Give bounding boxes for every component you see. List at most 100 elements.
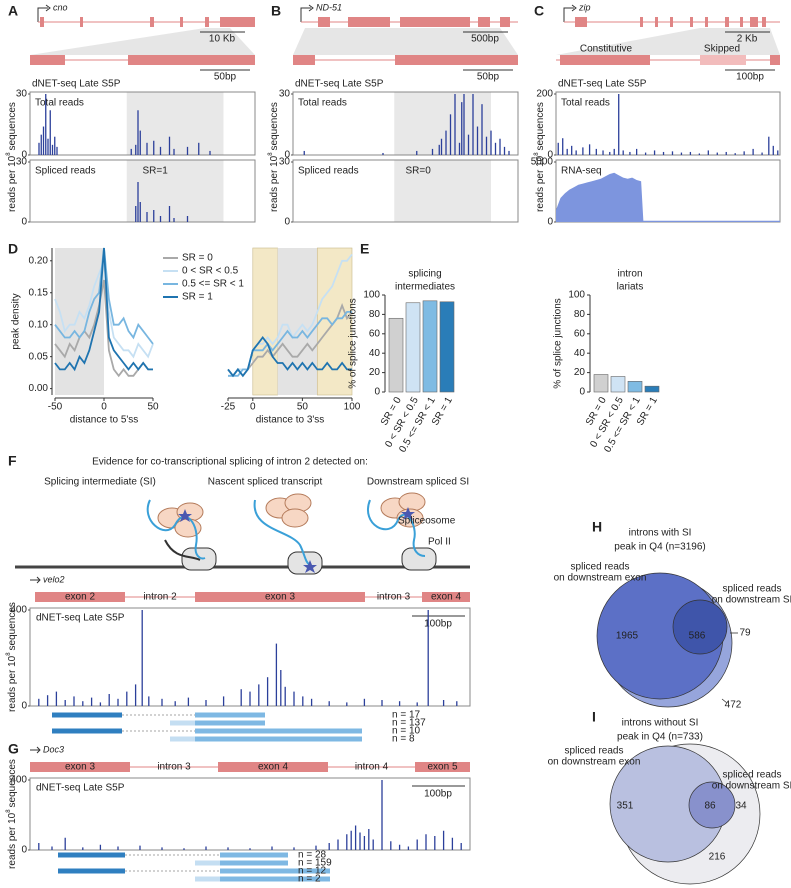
y-axis-label-text: reads per 10 <box>535 155 546 212</box>
zoom-wedge <box>30 28 255 55</box>
exon <box>400 17 470 27</box>
track-frame <box>292 159 519 223</box>
rna <box>253 499 311 566</box>
y-tick-label: 30 <box>279 157 291 168</box>
gene-name: cno <box>53 2 68 12</box>
cartoon-downstream <box>367 492 437 571</box>
zoom-wedge <box>556 28 780 55</box>
panel-letter: E <box>360 241 369 257</box>
track-title: dNET-seq Late S5P <box>32 79 121 90</box>
venn-count: 216 <box>709 852 726 863</box>
density-line <box>227 336 352 378</box>
scale-label: 10 Kb <box>209 34 236 45</box>
x-tick-label: -50 <box>48 402 63 413</box>
y-axis-label-exponent: 8 <box>6 652 12 656</box>
tss-arrow <box>30 746 41 754</box>
y-tick-label: 100 <box>568 290 585 301</box>
y-tick-label: 0 <box>21 217 27 228</box>
feature-label: exon 4 <box>431 592 461 603</box>
bar <box>593 374 609 393</box>
y-tick-label: 20 <box>369 367 381 378</box>
venn-label: spliced reads <box>723 584 782 595</box>
y-tick-label: 0 <box>374 387 380 398</box>
venn-label: on downstream SI <box>712 595 791 606</box>
venn-circle <box>688 781 736 829</box>
zoom-exon <box>395 55 518 65</box>
read <box>52 712 122 718</box>
exon-label: Skipped <box>704 44 740 55</box>
star <box>401 507 415 520</box>
read-count: n = 10 <box>392 726 421 737</box>
panel-letter: H <box>592 519 602 535</box>
y-axis-label: reads per 108 sequences <box>6 102 18 212</box>
read-count: n = 12 <box>298 866 327 877</box>
y-axis-label: reads per 108 sequences <box>6 602 18 712</box>
exon <box>690 17 693 27</box>
y-axis-title: % of splice junctions <box>348 298 359 389</box>
venn-count: 1965 <box>616 631 639 642</box>
venn-count: 34 <box>735 801 747 812</box>
shaded-region <box>394 160 491 222</box>
y-tick-label: 0.00 <box>29 383 49 394</box>
zoom-exon <box>30 55 65 65</box>
feature-label: intron 3 <box>377 592 411 603</box>
y-tick-label: 400 <box>10 775 27 786</box>
cartoon-si <box>146 499 217 571</box>
star <box>303 560 317 573</box>
read <box>195 712 265 718</box>
exon <box>348 17 390 27</box>
read <box>58 852 125 858</box>
feature-label: exon 4 <box>258 762 288 773</box>
panel-title: introns without SI <box>622 718 699 729</box>
gene-name: velo2 <box>43 574 65 584</box>
y-tick-label: 0.15 <box>29 287 49 298</box>
scale-label: 500bp <box>471 34 499 45</box>
y-tick-label: 20 <box>574 367 586 378</box>
read <box>195 860 220 866</box>
feature-label: intron 3 <box>157 762 191 773</box>
spliceosome-shape <box>398 492 426 512</box>
venn-label: spliced reads <box>723 770 782 781</box>
y-tick-label: 0.05 <box>29 351 49 362</box>
chart-title: intermediates <box>395 282 455 293</box>
exon <box>575 17 587 27</box>
y-axis-label-exponent: 8 <box>268 152 274 156</box>
bar <box>422 300 438 393</box>
legend-label: SR = 1 <box>182 292 213 303</box>
shaded-region <box>277 248 318 395</box>
venn-circle <box>672 599 728 655</box>
exon <box>150 17 154 27</box>
track-label: Total reads <box>298 98 347 109</box>
y-tick-label: 0 <box>547 217 553 228</box>
exon <box>500 17 510 27</box>
schematic-label: Pol II <box>428 537 451 548</box>
x-tick-label: 0 <box>101 402 107 413</box>
read <box>195 728 362 734</box>
area <box>556 172 780 222</box>
y-tick-label: 0 <box>547 150 553 161</box>
track-frame <box>555 91 781 156</box>
feature-label: intron 4 <box>355 762 389 773</box>
read <box>170 736 195 742</box>
leader-line <box>721 698 728 704</box>
read <box>58 868 125 874</box>
scale-label: 100bp <box>736 72 764 83</box>
y-axis-label-suffix: sequences <box>7 759 18 807</box>
venn-count: 86 <box>704 801 716 812</box>
exon <box>195 592 365 602</box>
exon <box>725 17 729 27</box>
exon <box>80 17 83 27</box>
venn-count: 472 <box>725 700 742 711</box>
bar <box>610 376 626 393</box>
panel-letter: I <box>592 709 596 725</box>
track-annotation: SR=0 <box>406 166 432 177</box>
tss-arrowhead <box>308 4 314 12</box>
track-frame <box>292 91 519 156</box>
exon <box>750 17 758 27</box>
scale-label: 100bp <box>424 619 452 630</box>
venn-label: on downstream exon <box>554 573 647 584</box>
track-frame <box>29 159 256 223</box>
venn-count: 79 <box>739 628 751 639</box>
feature-label: intron 2 <box>143 592 177 603</box>
venn-label: on downstream SI <box>712 781 791 792</box>
